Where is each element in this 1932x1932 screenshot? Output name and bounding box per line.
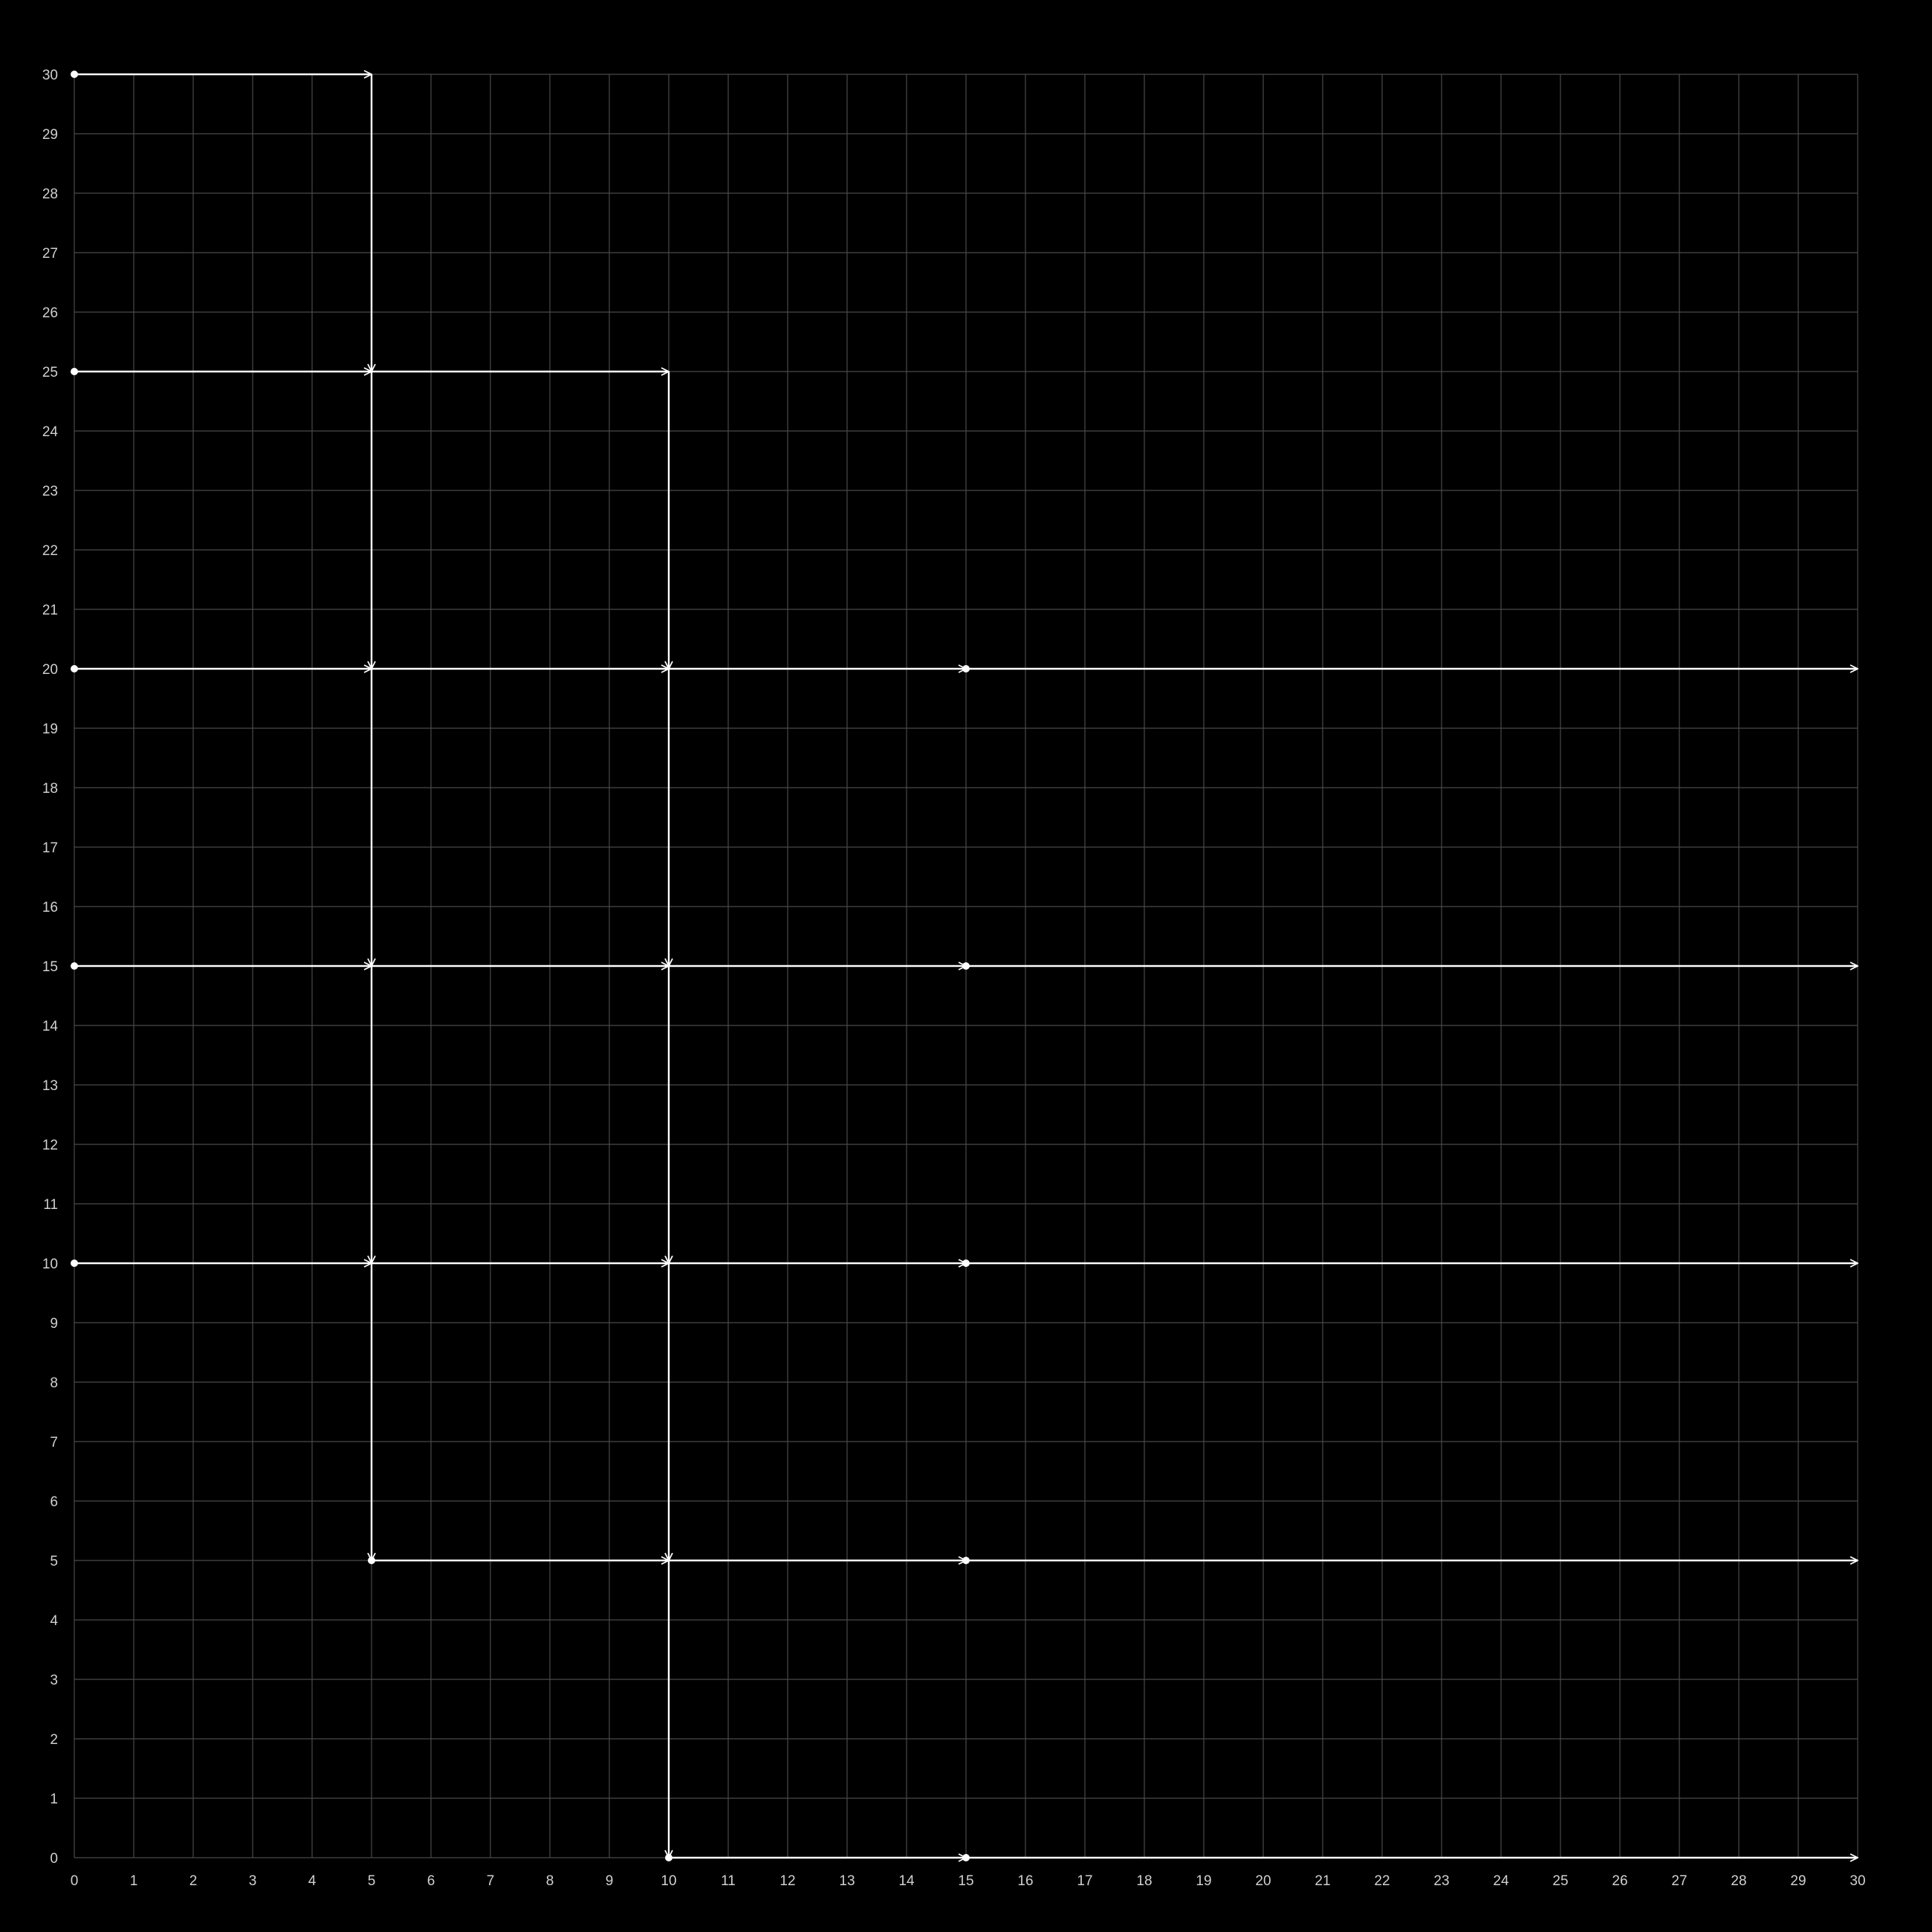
node-dot xyxy=(962,665,970,672)
y-tick-label: 23 xyxy=(42,484,58,499)
y-tick-label: 9 xyxy=(50,1316,58,1332)
y-tick-label: 30 xyxy=(42,68,58,83)
x-tick-label: 19 xyxy=(1196,1873,1211,1889)
node-dot xyxy=(962,962,970,970)
x-tick-label: 10 xyxy=(661,1873,676,1889)
x-tick-label: 9 xyxy=(606,1873,614,1889)
x-tick-label: 6 xyxy=(427,1873,435,1889)
axis-tick-labels: 0 1 2 3 4 5 6 7 8 9 10 11 12 13 14 15 16 17 18 19 20 21 22 23 24… xyxy=(42,68,1866,1889)
x-tick-label: 26 xyxy=(1612,1873,1627,1889)
y-tick-label: 6 xyxy=(50,1494,58,1510)
x-tick-label: 0 xyxy=(71,1873,79,1889)
edges xyxy=(74,74,1858,1858)
x-tick-label: 16 xyxy=(1017,1873,1033,1889)
y-tick-label: 3 xyxy=(50,1673,58,1688)
node-dot xyxy=(962,1260,970,1267)
y-tick-label: 27 xyxy=(42,246,58,262)
x-tick-label: 12 xyxy=(779,1873,795,1889)
x-tick-label: 21 xyxy=(1315,1873,1330,1889)
x-tick-label: 30 xyxy=(1850,1873,1865,1889)
y-tick-label: 20 xyxy=(42,662,58,678)
nodes xyxy=(71,71,970,1861)
x-tick-label: 25 xyxy=(1552,1873,1568,1889)
x-tick-label: 1 xyxy=(130,1873,138,1889)
x-tick-label: 29 xyxy=(1790,1873,1806,1889)
x-tick-label: 8 xyxy=(546,1873,554,1889)
y-tick-label: 18 xyxy=(42,781,58,797)
node-dot xyxy=(368,1557,375,1564)
node-dot xyxy=(71,368,78,375)
y-tick-label: 8 xyxy=(50,1375,58,1391)
x-tick-label: 15 xyxy=(958,1873,973,1889)
node-dot xyxy=(962,1854,970,1861)
y-tick-label: 17 xyxy=(42,840,58,856)
node-dot xyxy=(665,1854,672,1861)
node-dot xyxy=(71,1260,78,1267)
y-tick-label: 0 xyxy=(50,1851,58,1867)
y-tick-label: 22 xyxy=(42,543,58,559)
x-tick-label: 20 xyxy=(1255,1873,1271,1889)
y-tick-label: 1 xyxy=(50,1792,58,1807)
y-tick-label: 14 xyxy=(42,1019,59,1034)
x-tick-label: 13 xyxy=(839,1873,855,1889)
x-tick-label: 22 xyxy=(1374,1873,1390,1889)
x-tick-label: 27 xyxy=(1671,1873,1687,1889)
x-tick-label: 7 xyxy=(487,1873,495,1889)
y-tick-label: 11 xyxy=(43,1197,58,1213)
x-tick-label: 28 xyxy=(1731,1873,1746,1889)
x-tick-label: 23 xyxy=(1433,1873,1449,1889)
y-tick-label: 10 xyxy=(42,1257,58,1272)
y-tick-label: 16 xyxy=(42,900,58,915)
y-tick-label: 12 xyxy=(42,1138,58,1153)
y-tick-label: 13 xyxy=(42,1078,58,1094)
y-tick-label: 29 xyxy=(42,127,58,143)
y-tick-label: 24 xyxy=(42,424,59,440)
node-dot xyxy=(71,665,78,672)
x-tick-label: 3 xyxy=(249,1873,257,1889)
y-tick-label: 21 xyxy=(42,603,58,618)
node-dot xyxy=(71,962,78,970)
y-tick-label: 28 xyxy=(42,187,58,202)
x-tick-label: 11 xyxy=(721,1873,736,1889)
x-tick-label: 17 xyxy=(1077,1873,1092,1889)
node-dot xyxy=(71,71,78,78)
y-tick-label: 5 xyxy=(50,1554,58,1569)
node-dot xyxy=(962,1557,970,1564)
y-tick-label: 26 xyxy=(42,305,58,321)
x-tick-label: 18 xyxy=(1136,1873,1152,1889)
y-tick-label: 19 xyxy=(42,722,58,737)
y-tick-label: 4 xyxy=(50,1613,58,1629)
x-tick-label: 2 xyxy=(189,1873,198,1889)
x-tick-label: 5 xyxy=(368,1873,376,1889)
y-tick-label: 7 xyxy=(50,1435,58,1450)
y-tick-label: 25 xyxy=(42,365,58,380)
y-tick-label: 15 xyxy=(42,959,58,975)
x-tick-label: 14 xyxy=(898,1873,915,1889)
y-tick-label: 2 xyxy=(50,1732,58,1748)
x-tick-label: 24 xyxy=(1493,1873,1509,1889)
x-tick-label: 4 xyxy=(308,1873,317,1889)
